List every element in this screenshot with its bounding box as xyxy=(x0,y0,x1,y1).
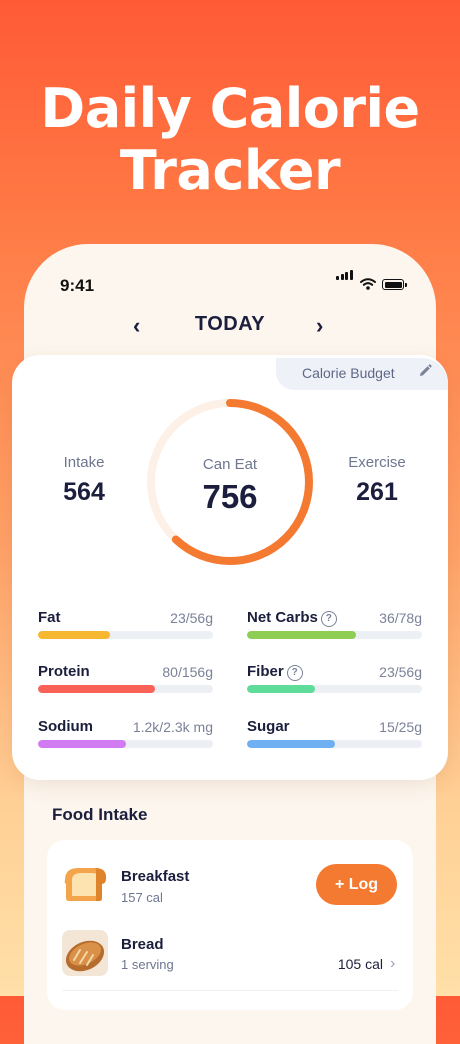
calorie-ring-progress xyxy=(147,399,313,565)
log-food-button[interactable]: + Log xyxy=(316,864,397,905)
macro-track xyxy=(247,685,422,693)
meal-title: Breakfast xyxy=(121,868,190,885)
hero-title-line-1: Daily Calorie xyxy=(40,77,420,140)
macro-amount: 1.2k/2.3k mg xyxy=(132,719,213,735)
pencil-icon[interactable] xyxy=(418,364,432,378)
status-time: 9:41 xyxy=(60,276,95,295)
macro-name: Sugar xyxy=(247,718,290,735)
calorie-ring xyxy=(147,399,313,565)
calorie-budget-tab[interactable] xyxy=(276,358,448,390)
macro-track xyxy=(247,740,422,748)
bread-loaf-icon xyxy=(62,930,108,976)
macro-bar xyxy=(38,740,126,748)
macro-track xyxy=(247,631,422,639)
exercise-value: 261 xyxy=(356,478,398,506)
macro-name: Fat xyxy=(38,609,61,626)
can-eat-value: 756 xyxy=(202,478,258,515)
macro-amount: 23/56g xyxy=(170,610,213,626)
question-circle-icon[interactable]: ? xyxy=(320,611,337,627)
macro-name: Sodium xyxy=(38,718,93,735)
hero-title: Daily Calorie Tracker xyxy=(0,78,460,202)
macro-bar xyxy=(247,740,335,748)
can-eat-label: Can Eat xyxy=(202,456,258,473)
macro-bar xyxy=(38,685,156,693)
battery-icon xyxy=(382,279,407,290)
divider xyxy=(62,990,398,991)
calorie-summary-card xyxy=(12,355,448,780)
hero-title-line-2: Tracker xyxy=(119,139,341,202)
date-title: TODAY xyxy=(194,313,266,335)
chevron-right-icon[interactable]: › xyxy=(390,955,396,972)
intake-label: Intake xyxy=(63,454,105,471)
macro-amount: 23/56g xyxy=(379,664,422,680)
macro-amount: 15/25g xyxy=(379,719,422,735)
food-item-serving: 1 serving xyxy=(121,957,174,972)
meal-calories: 157 cal xyxy=(121,890,163,905)
wifi-icon xyxy=(360,278,376,290)
macro-track xyxy=(38,740,213,748)
question-circle-icon[interactable]: ? xyxy=(286,665,303,681)
macro-bar xyxy=(247,685,316,693)
food-intake-title: Food Intake xyxy=(52,805,148,824)
food-item-name[interactable]: Bread xyxy=(121,936,164,953)
macro-name: Protein xyxy=(38,663,90,680)
macro-bar xyxy=(247,631,356,639)
calorie-budget-label[interactable]: Calorie Budget xyxy=(302,365,395,381)
macro-amount: 36/78g xyxy=(379,610,422,626)
next-day-button[interactable]: › xyxy=(316,313,324,338)
macro-name: Fiber? xyxy=(247,663,303,681)
intake-value: 564 xyxy=(63,478,105,506)
macro-bar xyxy=(38,631,110,639)
macro-amount: 80/156g xyxy=(162,664,213,680)
macro-name: Net Carbs? xyxy=(247,609,337,627)
macro-track xyxy=(38,631,213,639)
food-item-calories: 105 cal xyxy=(337,956,383,972)
macro-track xyxy=(38,685,213,693)
toast-bread-icon xyxy=(64,868,107,901)
exercise-label: Exercise xyxy=(348,454,406,471)
prev-day-button[interactable]: ‹ xyxy=(133,313,141,338)
